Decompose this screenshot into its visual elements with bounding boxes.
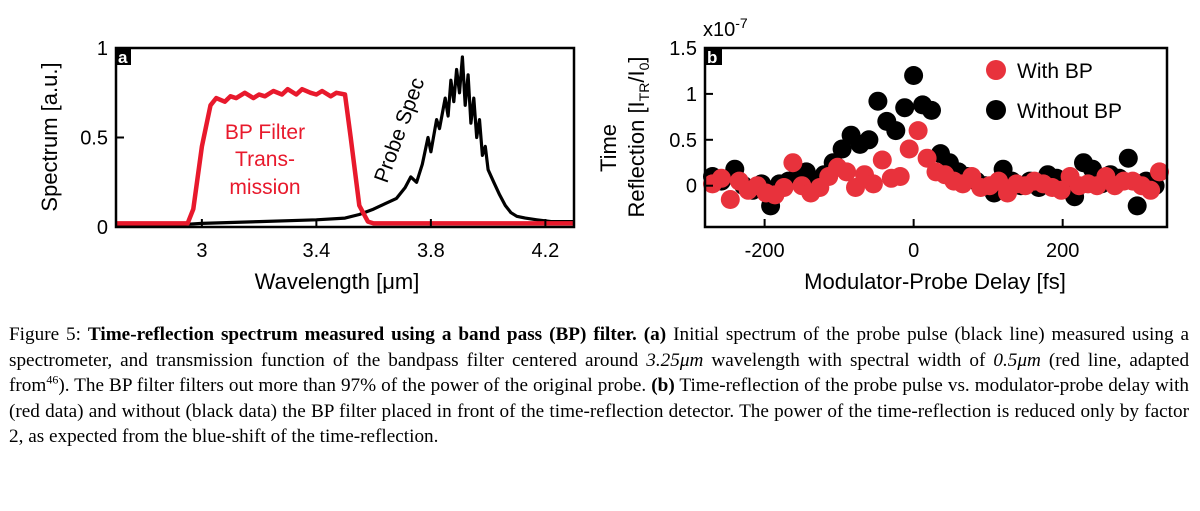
with-bp-point [774,178,794,197]
without-bp-point [904,66,924,85]
with-bp-point [783,153,803,173]
figure-5: a 3 3.4 3.8 4.2 0 0.5 1 BP Filter Trans- missi… [37,15,1169,294]
with-bp-point [890,167,910,186]
with-bp-point [908,121,928,141]
caption-part-a-text-1: Initial spectrum of the probe pulse (bla… [9,324,1190,371]
without-bp-point [922,100,941,120]
panel-b-xtick-label: -200 [745,240,785,262]
panel-b-label-box [705,48,722,65]
panel-b-xtick-label: 200 [1046,240,1079,262]
filter-annotation-line-2: Trans- [235,148,295,171]
caption-width-value: 0.5μm [993,349,1041,371]
caption-part-a-text-4: ). The BP filter filters out more than 9… [58,375,647,396]
with-bp-point [899,139,919,159]
legend-with-bp-marker [986,60,1006,80]
panel-a-xlabel: Wavelength [μm] [255,269,420,294]
panel-b-ytick-label: 1.5 [669,38,697,60]
panel-b-ylabel-line-1: Time [596,124,621,172]
with-bp-point [711,168,731,188]
panel-a-xtick-label: 3.4 [302,240,330,262]
panel-a-series [116,55,574,227]
with-bp-point [837,162,857,182]
panel-a-ytick-label: 0.5 [80,128,108,150]
panel-b-ytick-label: 1 [686,84,697,106]
without-bp-point [886,121,906,141]
with-bp-point [1141,180,1161,200]
panel-b-xlabel: Modulator-Probe Delay [fs] [804,269,1066,294]
panel-a-ticks: 3 3.4 3.8 4.2 0 0.5 1 [80,38,559,262]
caption-part-a-text-2: wavelength with spectral width of [711,349,986,371]
caption-part-a-label: (a) [643,324,667,345]
panel-b-ytick-label: 0 [686,176,697,198]
without-bp-point [859,130,879,150]
panel-a-xtick-label: 4.2 [531,240,559,262]
with-bp-point [872,150,892,170]
caption-part-a-text-3: (red line, adapted from [9,349,1190,397]
with-bp-point [1150,162,1169,182]
with-bp-point [917,148,937,168]
caption-figure-label: Figure 5: [9,324,81,345]
panel-a-spectrum-chart: a 3 3.4 3.8 4.2 0 0.5 1 BP Filter Trans- missi… [37,38,576,294]
panel-b-scatter-chart: b -200 0 200 0 0.5 1 1.5 x10-7 With BP Without… [596,15,1169,294]
panel-b-frame [703,46,1169,229]
panel-b-series [703,66,1169,216]
panel-a-frame [114,46,576,229]
without-bp-point [868,91,888,111]
panel-a-xtick-label: 3.8 [417,240,445,262]
panel-b-label: b [707,48,717,67]
without-bp-point [1118,148,1138,168]
figure-caption: Figure 5: Time-reflection spectrum measu… [9,322,1189,450]
panel-a-ytick-label: 0 [97,217,108,239]
bp-filter-transmission-line [116,86,574,226]
caption-part-b-text: Time-reflection of the probe pulse vs. m… [9,375,1189,447]
filter-annotation-line-1: BP Filter [225,121,305,144]
panel-a-ylabel: Spectrum [a.u.] [37,62,62,211]
panel-b-ylabel-line-2: Reflection [ITR/I0] [624,57,652,218]
legend-with-bp-label: With BP [1017,60,1093,83]
caption-part-b-label: (b) [651,375,675,396]
panel-b-ytick-label: 0.5 [669,130,697,152]
panel-a-label: a [118,48,128,67]
without-bp-point [1127,196,1147,216]
without-bp-point [895,98,915,118]
caption-center-value: 3.25μm [646,349,704,371]
caption-reference: 46 [46,372,59,387]
panel-a-xtick-label: 3 [196,240,207,262]
panel-a-label-box [116,48,131,65]
probe-spectrum-line [116,55,574,227]
without-bp-point [832,139,852,159]
panel-b-ticks: -200 0 200 0 0.5 1 1.5 [669,38,1079,262]
caption-bold-title: Time-reflection spectrum measured using … [87,324,637,345]
with-bp-point [1051,180,1071,200]
panel-b-xtick-label: 0 [908,240,919,262]
legend-without-bp-marker [986,100,1006,120]
filter-annotation-line-3: mission [229,176,300,199]
with-bp-point [863,174,883,194]
exponent-label: x10-7 [703,15,748,41]
legend-without-bp-label: Without BP [1017,100,1122,123]
with-bp-point [720,190,740,209]
panel-a-ytick-label: 1 [97,38,108,60]
